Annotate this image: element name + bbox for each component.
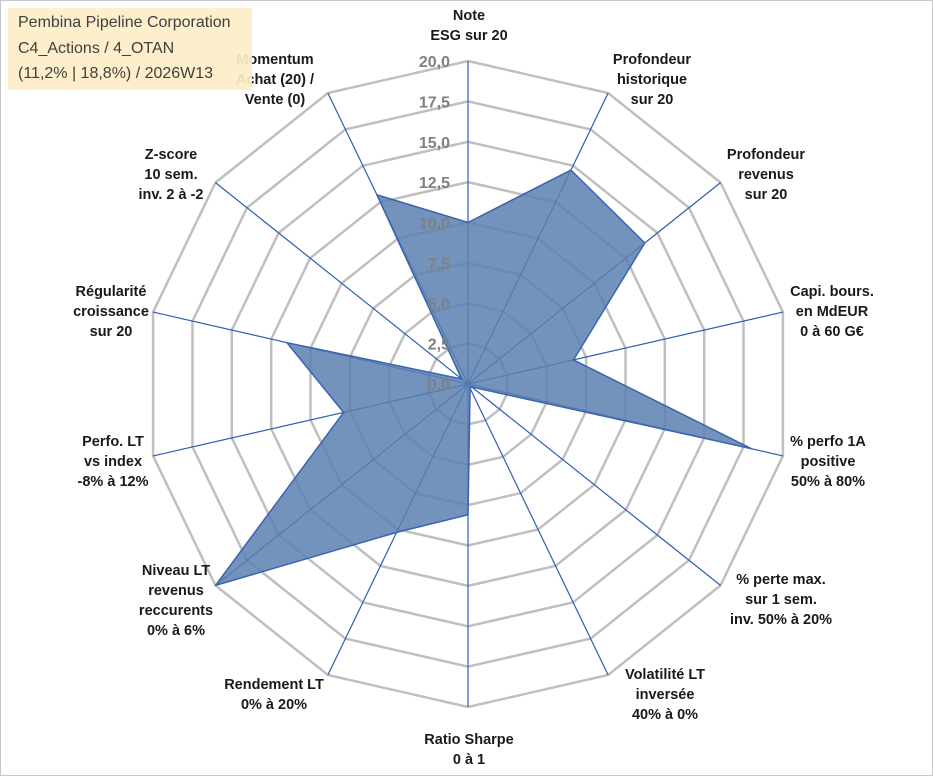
axis-label: Volatilité LT inversée 40% à 0% [625,667,705,723]
company-name: Pembina Pipeline Corporation [18,14,231,31]
axis-label-line: reccurents [139,603,213,619]
axis-spoke [467,383,721,586]
axis-label: Perfo. LT vs index -8% à 12% [78,434,149,490]
series-layer [214,169,753,587]
axis-label-line: vs index [84,454,142,470]
tick-label: 2,5 [428,337,450,354]
title-box: Pembina Pipeline Corporation C4_Actions … [8,8,252,90]
axis-label: Ratio Sharpe 0 à 1 [424,732,513,768]
axis-label-line: sur 1 sem. [745,592,817,608]
axis-label-line: Perfo. LT [82,434,144,450]
series-area [214,169,753,587]
axis-label-line: en MdEUR [796,304,869,320]
axis-label-line: sur 20 [745,187,788,203]
axis-label-line: % perte max. [736,572,825,588]
axis-label: Rendement LT 0% à 20% [224,677,324,713]
axis-label-line: Achat (20) / [236,72,314,88]
axis-label-line: 50% à 80% [791,474,865,490]
axis-label: Profondeur revenus sur 20 [727,147,805,203]
tick-label: 17,5 [419,94,450,111]
tick-label: 0,0 [428,377,450,394]
axis-label-line: historique [617,72,687,88]
axis-label-line: 40% à 0% [632,707,698,723]
axis-label-line: Profondeur [727,147,805,163]
axis-label-line: Momentum [236,52,313,68]
axis-label-line: croissance [73,304,149,320]
axis-label-line: Z-score [145,147,197,163]
axis-label: Niveau LT revenus reccurents 0% à 6% [139,563,213,639]
axis-label: % perte max. sur 1 sem. inv. 50% à 20% [730,572,832,628]
axis-label-line: Vente (0) [245,92,306,108]
tick-label: 10,0 [419,216,450,233]
axis-label-line: revenus [148,583,204,599]
tick-label: 7,5 [428,256,450,273]
axis-label: Profondeur historique sur 20 [613,52,691,108]
axis-spoke [215,182,469,385]
axis-label-line: % perfo 1A [790,434,866,450]
axis-label: Z-score 10 sem. inv. 2 à -2 [138,147,203,203]
axis-label-line: ESG sur 20 [430,28,507,44]
axis-label-line: inv. 50% à 20% [730,612,832,628]
tick-label: 12,5 [419,175,450,192]
tick-label: 5,0 [428,296,450,313]
axis-spoke [467,383,609,676]
tick-labels: 0,0 2,5 5,0 7,5 10,0 12,5 15,0 17,5 20,0 [419,54,450,394]
axis-label-line: 0 à 60 G€ [800,324,864,340]
axis-label-line: positive [801,454,856,470]
axis-label-line: 10 sem. [144,167,197,183]
axis-label-line: Note [453,8,485,24]
tick-label: 15,0 [419,135,450,152]
tick-label: 20,0 [419,54,450,71]
axis-label-line: Volatilité LT [625,667,705,683]
axis-label-line: sur 20 [90,324,133,340]
axis-label-line: 0 à 1 [453,752,485,768]
axis-label-line: Capi. bours. [790,284,874,300]
axis-label: Note ESG sur 20 [430,8,507,44]
stats-label: (11,2% | 18,8%) / 2026W13 [18,65,214,82]
axis-label-line: 0% à 6% [147,623,205,639]
axis-label-line: inversée [636,687,695,703]
axis-label: % perfo 1A positive 50% à 80% [790,434,866,490]
axis-label-line: Rendement LT [224,677,324,693]
axis-label: Régularité croissance sur 20 [73,284,149,340]
axis-label-line: inv. 2 à -2 [138,187,203,203]
axis-label-line: -8% à 12% [78,474,149,490]
axis-label-line: Ratio Sharpe [424,732,513,748]
axis-label-line: Profondeur [613,52,691,68]
axis-label: Capi. bours. en MdEUR 0 à 60 G€ [790,284,874,340]
axis-labels: Note ESG sur 20 Profondeur historique sur 20… [73,8,874,768]
axis-label-line: Régularité [76,284,147,300]
axis-label-line: Niveau LT [142,563,210,579]
axis-label-line: 0% à 20% [241,697,307,713]
axis-label-line: revenus [738,167,794,183]
axis-label-line: sur 20 [631,92,674,108]
axis-label: Momentum Achat (20) / Vente (0) [236,52,314,108]
category-label: C4_Actions / 4_OTAN [18,40,175,57]
